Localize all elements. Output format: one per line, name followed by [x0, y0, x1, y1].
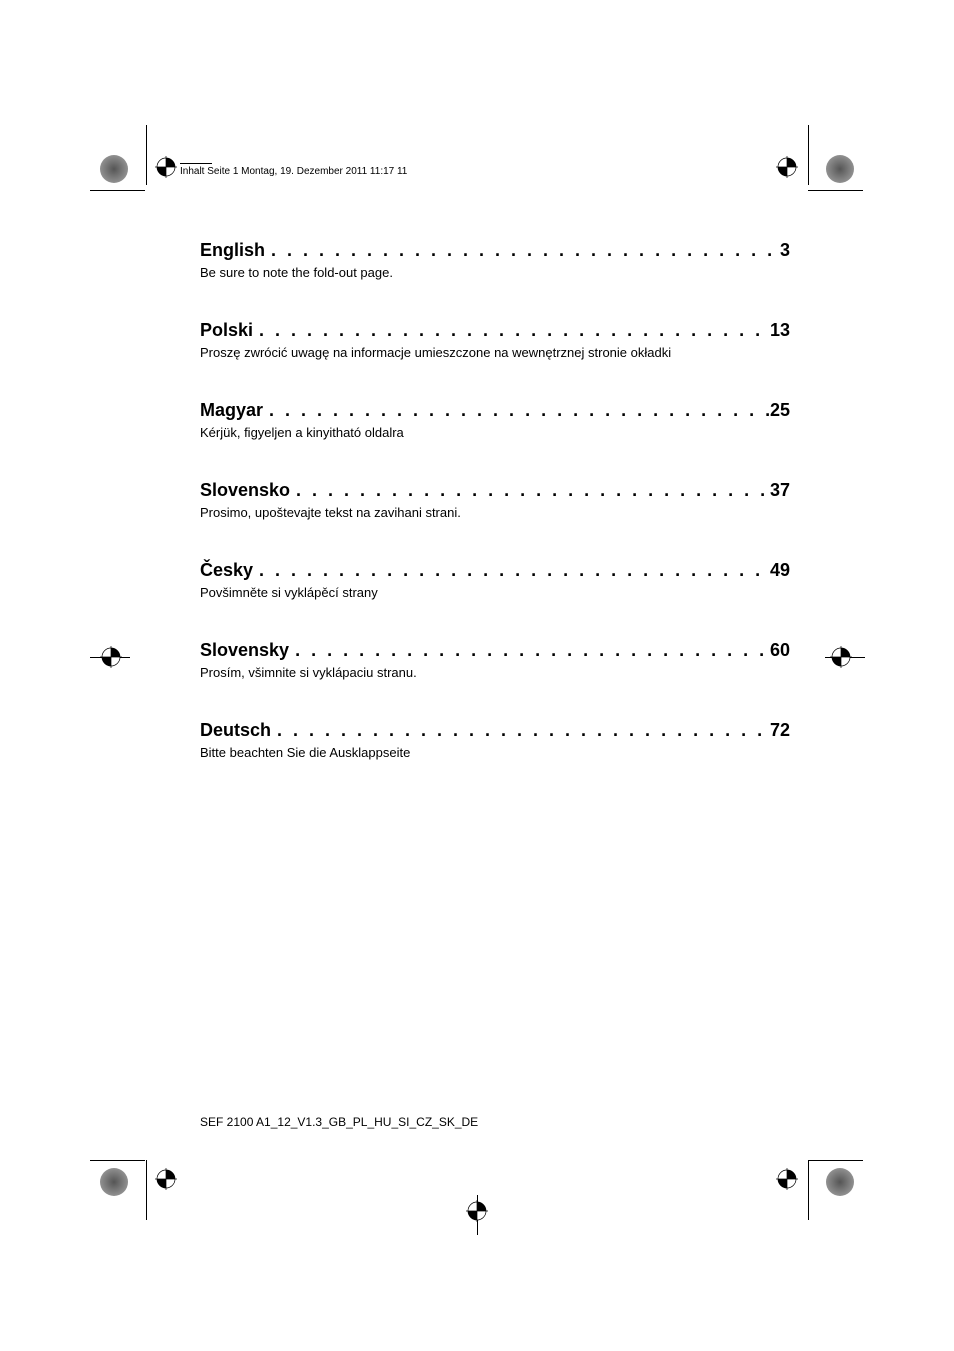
toc-page-number: 37 — [770, 480, 790, 501]
print-mark-circle-tr — [826, 155, 854, 183]
toc-page-number: 49 — [770, 560, 790, 581]
toc-line: Polski . . . . . . . . . . . . . . . . .… — [200, 320, 790, 341]
print-mark-circle-tl — [100, 155, 128, 183]
toc-language: Slovensky — [200, 640, 289, 661]
header-overline — [180, 163, 212, 164]
toc-language: Česky — [200, 560, 253, 581]
toc-page-number: 72 — [770, 720, 790, 741]
toc-line: Slovensko . . . . . . . . . . . . . . . … — [200, 480, 790, 501]
toc-entry: Slovensko . . . . . . . . . . . . . . . … — [200, 480, 790, 520]
print-mark-circle-br — [826, 1168, 854, 1196]
toc-note: Prosimo, upoštevajte tekst na zavihani s… — [200, 505, 790, 520]
toc-page-number: 3 — [780, 240, 790, 261]
toc-dots: . . . . . . . . . . . . . . . . . . . . … — [265, 240, 780, 261]
toc-note: Kérjük, figyeljen a kinyitható oldalra — [200, 425, 790, 440]
toc-note: Be sure to note the fold-out page. — [200, 265, 790, 280]
toc-page-number: 25 — [770, 400, 790, 421]
crop-line — [90, 190, 145, 191]
print-mark-circle-bl — [100, 1168, 128, 1196]
crop-line — [808, 1160, 863, 1161]
toc-entry: English . . . . . . . . . . . . . . . . … — [200, 240, 790, 280]
toc-entry: Magyar . . . . . . . . . . . . . . . . .… — [200, 400, 790, 440]
toc-line: Magyar . . . . . . . . . . . . . . . . .… — [200, 400, 790, 421]
toc-page-number: 60 — [770, 640, 790, 661]
toc-language: English — [200, 240, 265, 261]
toc-note: Prosím, všimnite si vyklápaciu stranu. — [200, 665, 790, 680]
toc-dots: . . . . . . . . . . . . . . . . . . . . … — [290, 480, 770, 501]
crop-line — [808, 190, 863, 191]
toc-note: Bitte beachten Sie die Ausklappseite — [200, 745, 790, 760]
toc-note: Proszę zwrócić uwagę na informacje umies… — [200, 345, 790, 360]
header-text: Inhalt Seite 1 Montag, 19. Dezember 2011… — [180, 166, 407, 177]
registration-target-icon — [830, 646, 852, 668]
toc-language: Magyar — [200, 400, 263, 421]
toc-entry: Deutsch . . . . . . . . . . . . . . . . … — [200, 720, 790, 760]
toc-dots: . . . . . . . . . . . . . . . . . . . . … — [253, 560, 770, 581]
crop-line — [146, 125, 147, 185]
toc-note: Povšimněte si vyklápěcí strany — [200, 585, 790, 600]
registration-target-icon — [776, 156, 798, 178]
toc-dots: . . . . . . . . . . . . . . . . . . . . … — [271, 720, 770, 741]
toc-entry: Polski . . . . . . . . . . . . . . . . .… — [200, 320, 790, 360]
registration-target-icon — [155, 1168, 177, 1190]
registration-target-icon — [100, 646, 122, 668]
toc-line: Slovensky . . . . . . . . . . . . . . . … — [200, 640, 790, 661]
toc-dots: . . . . . . . . . . . . . . . . . . . . … — [289, 640, 770, 661]
registration-target-icon — [466, 1200, 488, 1222]
toc-line: Česky . . . . . . . . . . . . . . . . . … — [200, 560, 790, 581]
crop-line — [90, 1160, 145, 1161]
registration-target-icon — [155, 156, 177, 178]
toc-content: English . . . . . . . . . . . . . . . . … — [200, 240, 790, 800]
toc-language: Polski — [200, 320, 253, 341]
toc-entry: Slovensky . . . . . . . . . . . . . . . … — [200, 640, 790, 680]
toc-line: Deutsch . . . . . . . . . . . . . . . . … — [200, 720, 790, 741]
crop-line — [146, 1160, 147, 1220]
toc-language: Slovensko — [200, 480, 290, 501]
toc-entry: Česky . . . . . . . . . . . . . . . . . … — [200, 560, 790, 600]
toc-language: Deutsch — [200, 720, 271, 741]
toc-dots: . . . . . . . . . . . . . . . . . . . . … — [263, 400, 770, 421]
toc-page-number: 13 — [770, 320, 790, 341]
crop-line — [808, 1160, 809, 1220]
footer-text: SEF 2100 A1_12_V1.3_GB_PL_HU_SI_CZ_SK_DE — [200, 1115, 478, 1129]
crop-line — [808, 125, 809, 185]
toc-dots: . . . . . . . . . . . . . . . . . . . . … — [253, 320, 770, 341]
toc-line: English . . . . . . . . . . . . . . . . … — [200, 240, 790, 261]
registration-target-icon — [776, 1168, 798, 1190]
